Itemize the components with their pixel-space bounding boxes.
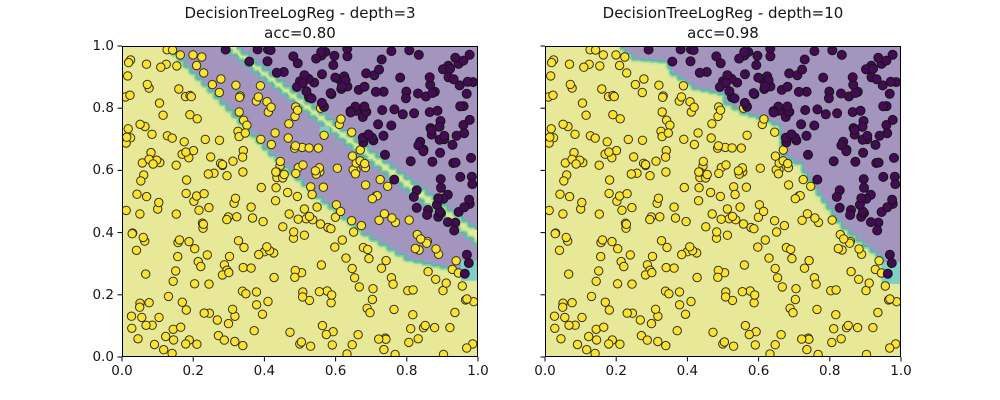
plot-accuracy-line: acc=0.80: [264, 23, 336, 42]
x-tick-label: 0.6: [747, 363, 770, 379]
probability-patches: [881, 262, 901, 284]
scatter-class1: [643, 46, 901, 279]
plot-accuracy-line: acc=0.98: [687, 23, 759, 42]
x-tick-label: 0.2: [605, 363, 627, 379]
x-tick-label: 0.8: [396, 363, 418, 379]
x-tick-label: 0.8: [819, 363, 841, 379]
decision-surface: [122, 46, 478, 357]
region-class1: [168, 46, 478, 269]
x-tick-label: 0.6: [324, 363, 347, 379]
x-tick-label: 0.0: [111, 363, 133, 379]
axes-spines: [545, 46, 901, 357]
y-tick-label: 0.6: [92, 162, 114, 179]
x-tick-label: 1.0: [890, 363, 912, 379]
scatter-class1: [220, 46, 478, 279]
y-tick-label: 1.0: [92, 38, 114, 54]
region-class1: [619, 46, 901, 276]
x-tick-label: 0.0: [534, 363, 556, 379]
axis-ticks: [540, 45, 902, 362]
plot-area-depth-3: [117, 45, 479, 362]
boundary-stripes: [167, 46, 478, 275]
plot-title-depth-3: DecisionTreeLogReg - depth=3 acc=0.80: [122, 4, 478, 43]
y-tick-label: 0.2: [92, 286, 114, 303]
boundary-stripes: [619, 46, 901, 281]
scatter-class0: [122, 46, 478, 357]
region-class0: [122, 46, 478, 357]
y-tick-label: 0.0: [92, 349, 114, 365]
axis-ticks: [117, 45, 479, 362]
plot-title-line1: DecisionTreeLogReg - depth=3: [184, 4, 416, 22]
plot-area-depth-10: [540, 45, 902, 362]
x-tick-label: 0.4: [253, 363, 276, 379]
probability-patches: [319, 126, 478, 281]
y-tick-label: 0.8: [92, 100, 114, 117]
axes-spines: [122, 46, 478, 357]
y-tick-label: 0.4: [92, 224, 114, 241]
x-tick-label: 1.0: [467, 363, 489, 379]
region-class0: [545, 46, 901, 357]
plot-title-depth-10: DecisionTreeLogReg - depth=10 acc=0.98: [545, 4, 901, 43]
x-tick-label: 0.2: [182, 363, 204, 379]
scatter-class0: [545, 46, 901, 357]
plot-title-line1: DecisionTreeLogReg - depth=10: [602, 4, 844, 22]
x-tick-label: 0.4: [676, 363, 699, 379]
decision-surface: [545, 46, 901, 357]
